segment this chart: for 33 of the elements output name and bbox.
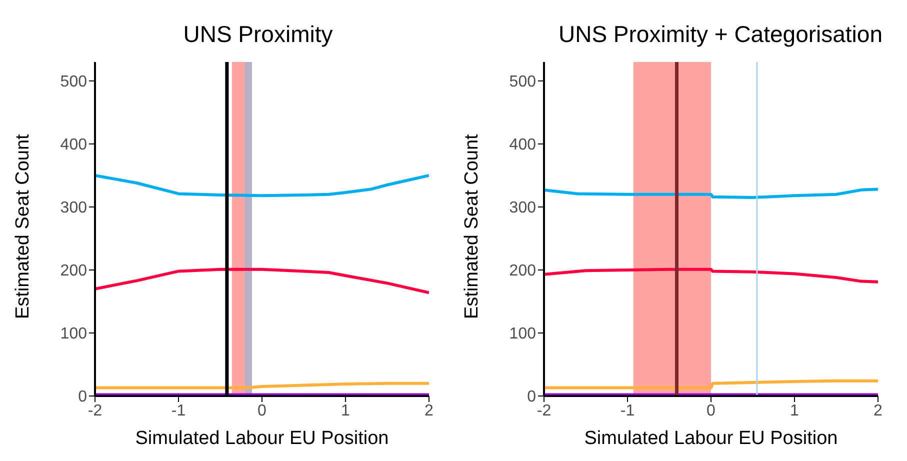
line-series [544,188,878,199]
x-tick-label: -1 [171,402,186,420]
y-tick-label: 500 [509,74,536,91]
y-axis-title: Estimated Seat Count [12,133,34,319]
line-series [544,379,878,390]
y-tick-label: 400 [509,136,536,154]
x-tick-label: 2 [874,402,883,420]
y-tick-label: 0 [527,388,536,406]
y-tick-label: 100 [60,326,88,343]
y-axis-title: Estimated Seat Count [462,133,483,319]
chart-title: UNS Proximity + Categorisation [557,20,884,49]
y-tick-label: 200 [60,262,88,280]
chart-title: UNS Proximity [182,20,334,49]
y-tick-label: 100 [509,326,536,343]
x-tick-label: -1 [620,402,635,420]
y-tick-label: 300 [509,200,536,217]
y-tick-label: 0 [78,388,88,406]
x-tick-label: -2 [536,402,552,420]
y-tick-label: 300 [60,200,88,217]
y-tick-label: 400 [60,136,88,154]
line-series [544,268,878,284]
x-tick-label: 1 [341,402,350,420]
x-tick-label: 0 [706,402,716,420]
y-tick-label: 200 [509,262,536,280]
x-tick-label: 0 [258,402,267,420]
y-tick-label: 500 [60,74,88,91]
x-tick-label: 1 [790,402,800,420]
x-tick-label: 2 [424,402,434,420]
x-tick-label: -2 [88,402,102,420]
x-axis-title: Simulated Labour EU Position [584,428,838,449]
x-axis-title: Simulated Labour EU Position [135,428,389,449]
line-series [95,174,429,198]
line-series [95,268,429,294]
